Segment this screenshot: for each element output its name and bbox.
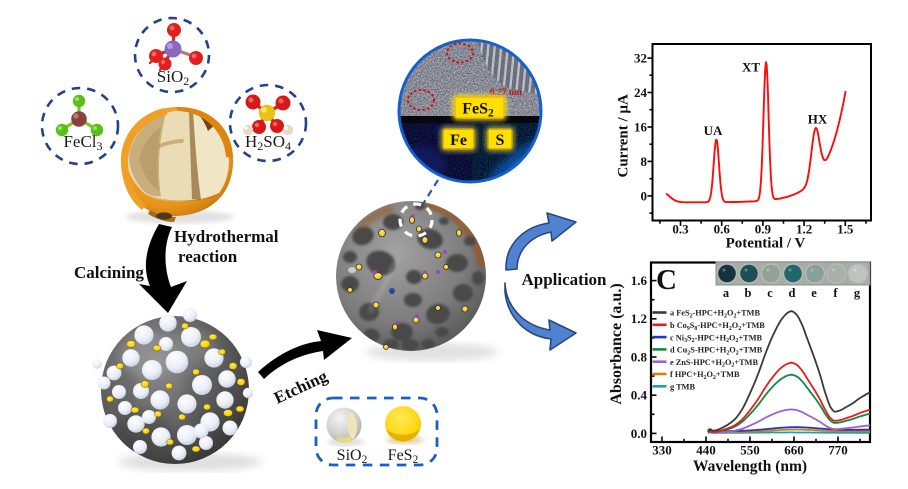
svg-text:c Ni3S2-HPC+H2O2+TMB: c Ni3S2-HPC+H2O2+TMB [670, 333, 763, 344]
svg-text:c: c [767, 286, 773, 300]
svg-text:g TMB: g TMB [670, 383, 695, 392]
svg-text:Absorbance (a.u.): Absorbance (a.u.) [608, 283, 625, 404]
svg-text:0.8: 0.8 [631, 349, 648, 364]
svg-text:Potential / V: Potential / V [726, 236, 806, 252]
svg-text:Fe: Fe [450, 132, 467, 149]
svg-text:330: 330 [652, 443, 672, 458]
svg-text:Hydrothermal: Hydrothermal [174, 227, 279, 246]
svg-text:e ZnS-HPC+H2O2+TMB: e ZnS-HPC+H2O2+TMB [670, 358, 758, 369]
svg-text:e: e [811, 286, 817, 300]
svg-text:b: b [745, 286, 752, 300]
svg-text:24: 24 [634, 85, 648, 100]
svg-text:d Cu2S-HPC+H2O2+TMB: d Cu2S-HPC+H2O2+TMB [670, 346, 763, 357]
svg-text:Calcining: Calcining [74, 263, 144, 282]
svg-text:a FeS2-HPC+H2O2+TMB: a FeS2-HPC+H2O2+TMB [670, 309, 760, 320]
svg-text:1.2: 1.2 [631, 311, 647, 326]
svg-text:550: 550 [740, 443, 760, 458]
svg-text:a: a [723, 286, 730, 300]
svg-text:XT: XT [742, 60, 760, 75]
svg-text:H2SO4: H2SO4 [245, 132, 291, 153]
svg-text:d: d [789, 286, 796, 300]
svg-text:g: g [854, 286, 861, 300]
svg-text:660: 660 [784, 443, 804, 458]
svg-text:FeS2: FeS2 [388, 447, 419, 466]
svg-text:Application: Application [521, 270, 607, 289]
svg-text:0: 0 [641, 188, 648, 203]
svg-text:Current / µA: Current / µA [616, 94, 632, 178]
svg-text:0.27 nm: 0.27 nm [490, 88, 522, 98]
svg-text:1.2: 1.2 [796, 222, 812, 237]
svg-text:S: S [496, 132, 505, 149]
svg-text:0.3: 0.3 [672, 222, 689, 237]
svg-text:UA: UA [704, 123, 723, 138]
svg-text:FeCl3: FeCl3 [63, 132, 102, 153]
svg-text:0.9: 0.9 [755, 222, 772, 237]
svg-text:reaction: reaction [178, 247, 238, 266]
svg-text:Wavelength (nm): Wavelength (nm) [693, 458, 807, 475]
svg-text:C: C [656, 264, 677, 296]
svg-text:32: 32 [634, 51, 647, 66]
svg-text:0.4: 0.4 [631, 388, 648, 403]
svg-text:440: 440 [696, 443, 716, 458]
svg-text:FeS2: FeS2 [462, 101, 494, 120]
svg-text:1.5: 1.5 [837, 222, 854, 237]
svg-text:0.6: 0.6 [714, 222, 731, 237]
svg-text:f: f [833, 286, 838, 300]
svg-text:770: 770 [828, 443, 848, 458]
svg-text:Etching: Etching [271, 366, 331, 407]
svg-text:SiO2: SiO2 [157, 67, 189, 88]
svg-text:SiO2: SiO2 [337, 447, 368, 466]
svg-text:16: 16 [634, 119, 648, 134]
svg-text:HX: HX [808, 112, 828, 127]
svg-text:0.0: 0.0 [631, 426, 647, 441]
svg-text:b Co9S8-HPC+H2O2+TMB: b Co9S8-HPC+H2O2+TMB [670, 321, 765, 332]
svg-text:1.6: 1.6 [631, 273, 648, 288]
svg-text:f HPC+H2O2+TMB: f HPC+H2O2+TMB [670, 370, 740, 381]
svg-text:8: 8 [641, 154, 648, 169]
